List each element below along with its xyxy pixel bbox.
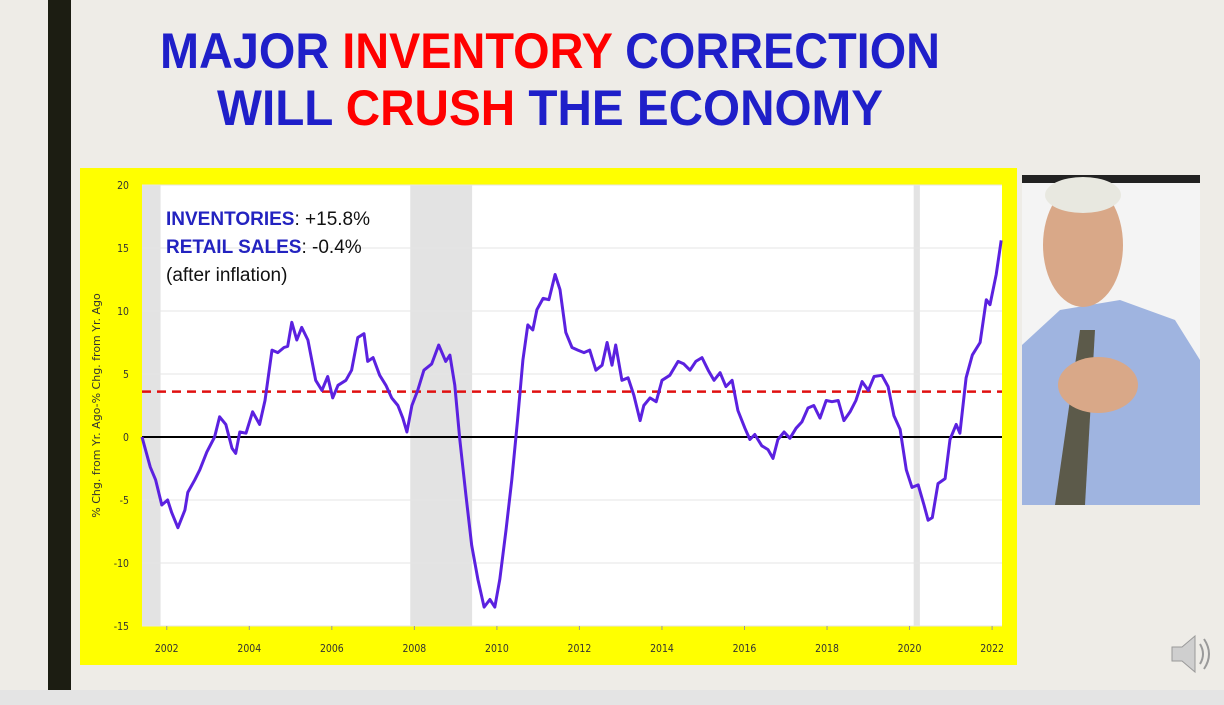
y-tick-label: 5 [123, 369, 129, 381]
annotation-part: : +15.8% [294, 209, 370, 230]
y-tick-label: 10 [117, 306, 129, 318]
annotation: INVENTORIES: +15.8% [166, 209, 370, 230]
annotation-part: (after inflation) [166, 265, 287, 286]
speaker-waves[interactable] [1199, 638, 1210, 670]
annotation-part: INVENTORIES [166, 209, 294, 230]
y-tick-label: 15 [117, 243, 129, 255]
x-tick-label: 2020 [898, 643, 922, 655]
plot-area [142, 185, 1002, 626]
hand [1058, 357, 1138, 413]
x-tick-label: 2010 [485, 643, 509, 655]
hair [1045, 177, 1121, 213]
annotation-part: RETAIL SALES [166, 237, 301, 258]
annotation-part: : -0.4% [301, 237, 361, 258]
recession-band [913, 185, 920, 626]
speaker-body[interactable] [1171, 634, 1196, 674]
title-part: MAJOR [160, 23, 342, 79]
y-tick-label: -10 [114, 558, 129, 570]
photo-frame [1022, 175, 1200, 183]
title-part: CRUSH [346, 80, 515, 136]
annotation: RETAIL SALES: -0.4% [166, 237, 362, 258]
x-tick-label: 2018 [815, 643, 839, 655]
x-tick-label: 2004 [237, 643, 261, 655]
left-bar [48, 0, 71, 690]
photo [1022, 175, 1200, 505]
bottom-bar [0, 690, 1224, 705]
x-tick-label: 2006 [320, 643, 344, 655]
title-part: WILL [217, 80, 346, 136]
y-tick-label: -15 [114, 621, 129, 633]
x-tick-label: 2022 [980, 643, 1004, 655]
x-tick-label: 2008 [402, 643, 426, 655]
slide-title: MAJOR INVENTORY CORRECTION [160, 23, 940, 79]
y-tick-label: -5 [120, 495, 129, 507]
face [1043, 183, 1123, 307]
title-part: THE ECONOMY [515, 80, 883, 136]
speaker-icon[interactable] [1171, 634, 1210, 674]
y-axis-label: % Chg. from Yr. Ago-% Chg. from Yr. Ago [90, 293, 103, 518]
title-part: CORRECTION [612, 23, 940, 79]
recession-band [142, 185, 161, 626]
x-tick-label: 2016 [733, 643, 757, 655]
x-tick-label: 2012 [568, 643, 592, 655]
recession-band [410, 185, 473, 626]
title-part: INVENTORY [342, 23, 612, 79]
x-tick-label: 2014 [650, 643, 674, 655]
data-line [140, 240, 1003, 609]
y-tick-label: 20 [117, 180, 129, 192]
x-tick-label: 2002 [155, 643, 179, 655]
annotation: (after inflation) [166, 265, 287, 286]
slide-title: WILL CRUSH THE ECONOMY [217, 80, 883, 136]
y-tick-label: 0 [123, 432, 129, 444]
